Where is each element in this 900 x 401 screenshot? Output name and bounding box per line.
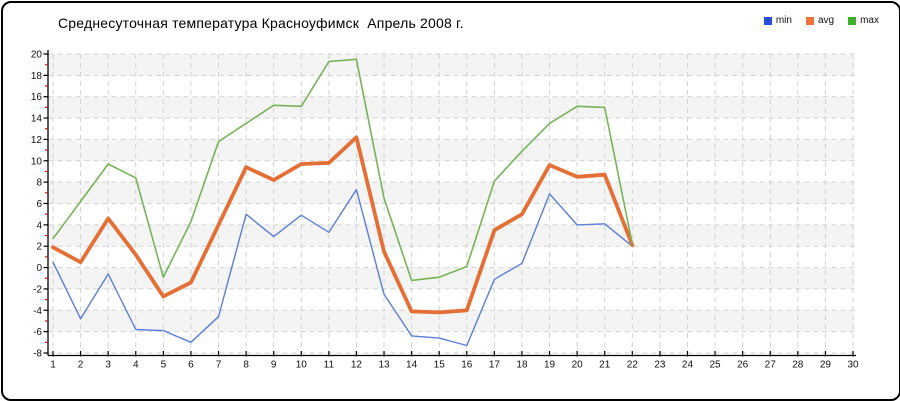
max-series-swatch-icon [848, 16, 857, 25]
legend-label-min: min [775, 15, 792, 26]
svg-text:15: 15 [434, 360, 446, 371]
min-series-swatch-icon [763, 16, 772, 25]
svg-text:8: 8 [36, 178, 42, 189]
svg-text:-6: -6 [33, 327, 42, 338]
svg-text:7: 7 [216, 360, 222, 371]
svg-text:24: 24 [682, 360, 694, 371]
svg-text:10: 10 [296, 360, 308, 371]
svg-text:29: 29 [820, 360, 832, 371]
svg-text:16: 16 [461, 360, 473, 371]
svg-text:10: 10 [31, 156, 43, 167]
svg-text:14: 14 [406, 360, 418, 371]
legend: min avg max [763, 15, 879, 26]
svg-text:6: 6 [188, 360, 194, 371]
svg-text:-4: -4 [33, 306, 42, 317]
svg-text:2: 2 [36, 242, 42, 253]
legend-label-max: max [860, 15, 879, 26]
svg-text:26: 26 [737, 360, 749, 371]
svg-text:30: 30 [847, 360, 859, 371]
svg-text:20: 20 [31, 50, 43, 61]
svg-text:9: 9 [271, 360, 277, 371]
svg-text:14: 14 [31, 114, 43, 125]
legend-item-min[interactable]: min [763, 15, 792, 26]
svg-text:27: 27 [765, 360, 777, 371]
svg-text:13: 13 [378, 360, 390, 371]
svg-text:6: 6 [36, 199, 42, 210]
chart-title: Среднесуточная температура Красноуфимск … [58, 15, 464, 31]
svg-text:3: 3 [105, 360, 111, 371]
svg-text:22: 22 [627, 360, 639, 371]
svg-text:4: 4 [133, 360, 139, 371]
svg-text:19: 19 [544, 360, 556, 371]
svg-text:21: 21 [599, 360, 611, 371]
svg-text:12: 12 [31, 135, 43, 146]
svg-text:11: 11 [324, 360, 335, 371]
svg-text:12: 12 [351, 360, 363, 371]
svg-text:-8: -8 [33, 349, 42, 360]
svg-text:1: 1 [50, 360, 56, 371]
svg-text:-2: -2 [33, 284, 42, 295]
svg-text:16: 16 [31, 92, 43, 103]
svg-text:0: 0 [36, 263, 42, 274]
svg-text:23: 23 [654, 360, 666, 371]
legend-label-avg: avg [817, 15, 835, 26]
svg-text:5: 5 [161, 360, 167, 371]
legend-item-avg[interactable]: avg [805, 15, 835, 26]
svg-text:17: 17 [489, 360, 501, 371]
svg-text:4: 4 [36, 220, 42, 231]
svg-text:18: 18 [516, 360, 528, 371]
svg-text:20: 20 [572, 360, 584, 371]
svg-text:2: 2 [78, 360, 84, 371]
svg-text:25: 25 [710, 360, 722, 371]
svg-text:18: 18 [31, 71, 43, 82]
svg-text:28: 28 [792, 360, 804, 371]
legend-item-max[interactable]: max [848, 15, 879, 26]
avg-series-swatch-icon [805, 16, 814, 25]
svg-text:8: 8 [243, 360, 249, 371]
